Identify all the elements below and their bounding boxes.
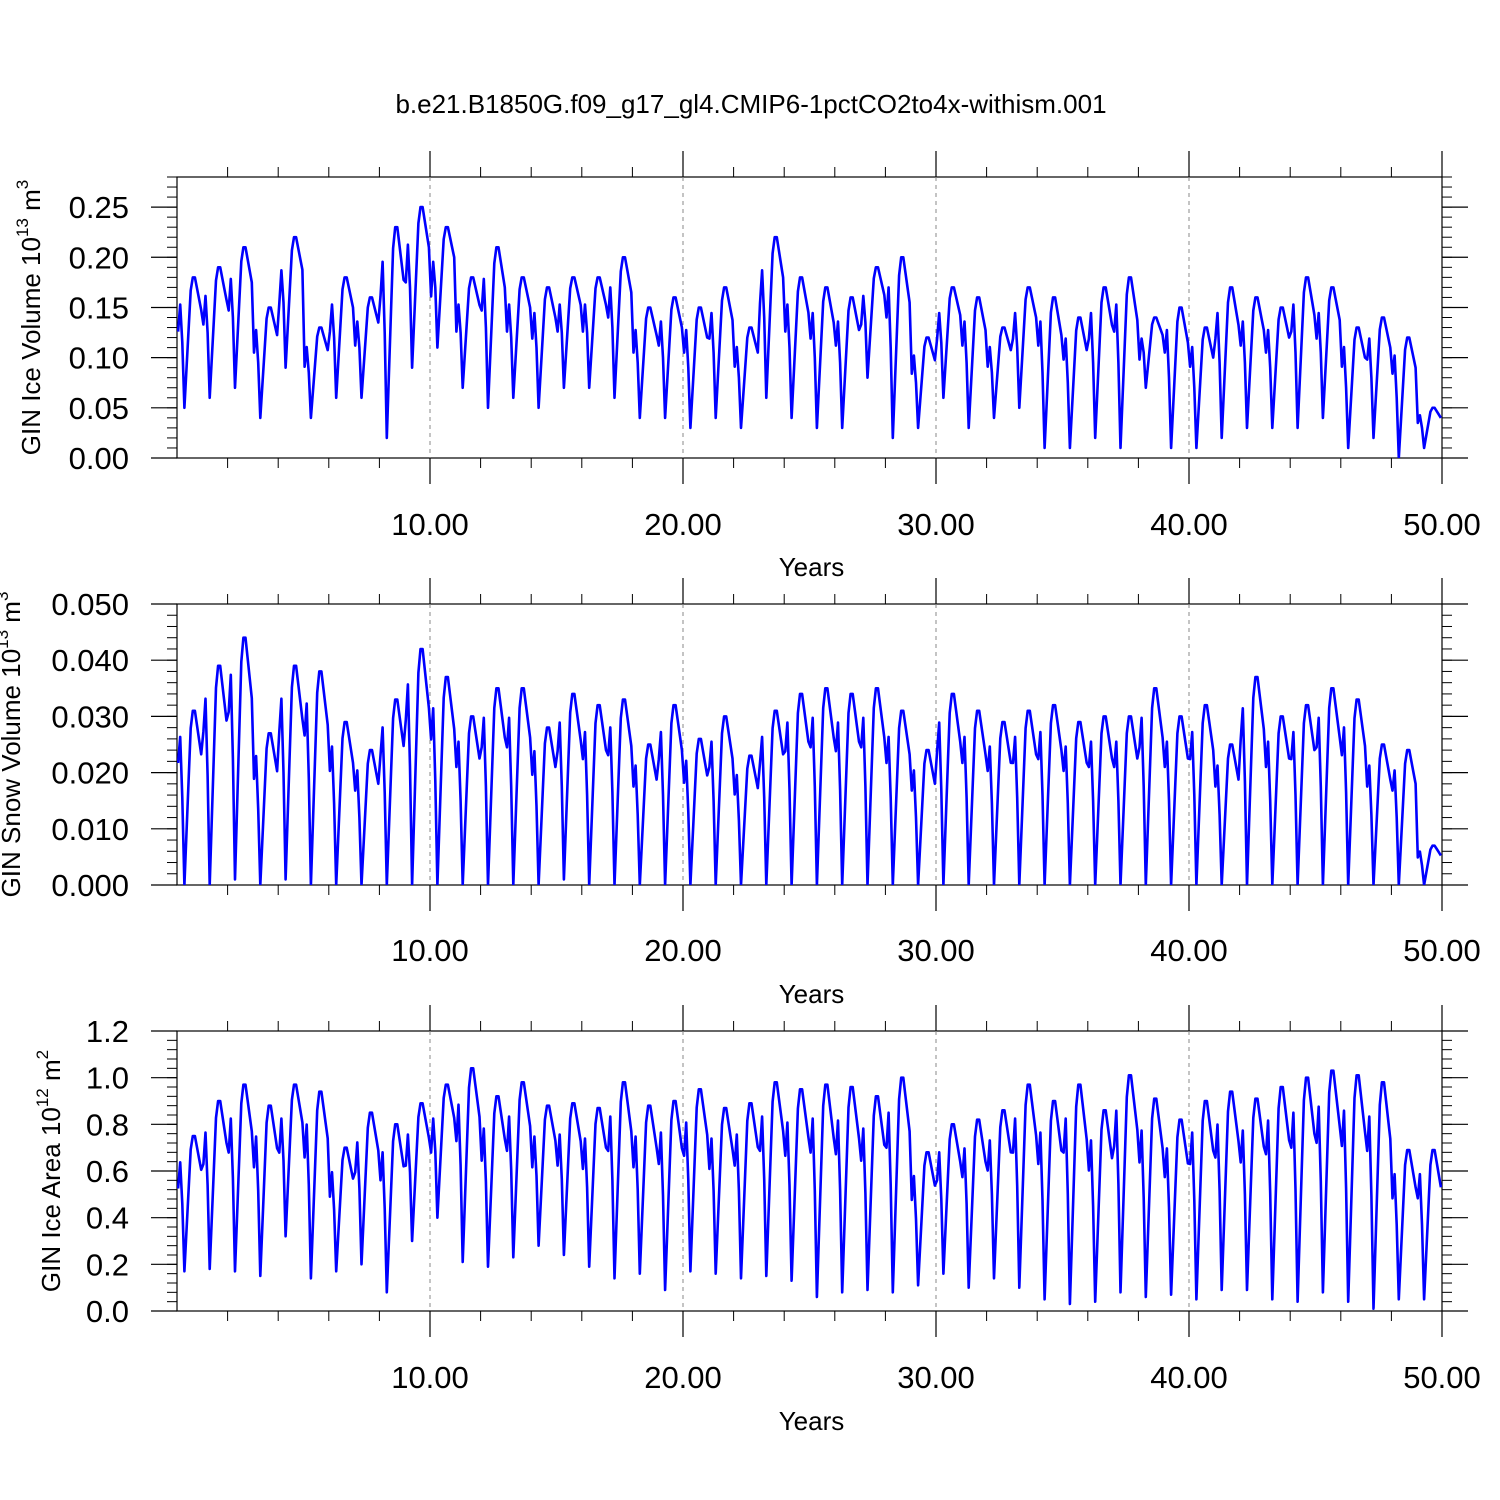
y-label-text: GIN Snow Volume 10 — [0, 649, 26, 898]
x-axis-label: Years — [779, 979, 845, 1009]
y-label-unit: m — [0, 601, 26, 630]
y-tick-label: 1.2 — [86, 1014, 129, 1049]
x-axis-label: Years — [779, 1406, 845, 1436]
x-tick-label: 40.00 — [1150, 1360, 1228, 1395]
y-tick-label: 0.00 — [69, 441, 129, 476]
panel-3: 10.00 20.00 30.00 40.00 50.00 0.0 0.2 0.4 0.6 0.8… — [33, 1005, 1481, 1436]
y-tick-label: 0.15 — [69, 290, 129, 325]
y-label-unit-exponent: 2 — [33, 1050, 52, 1059]
y-tick-label: 0.05 — [69, 391, 129, 426]
series-line — [177, 205, 1442, 458]
y-tick-label: 0.030 — [51, 699, 129, 734]
y-label-unit-exponent: 3 — [13, 180, 32, 189]
x-tick-label: 10.00 — [391, 507, 469, 542]
y-tick-label: 0.050 — [51, 587, 129, 622]
x-tick-label: 40.00 — [1150, 507, 1228, 542]
y-tick-label: 0.20 — [69, 240, 129, 275]
series-line — [177, 1067, 1442, 1310]
y-axis-label: GIN Snow Volume 1013 m3 — [0, 592, 26, 898]
panel-1: 10.00 20.00 30.00 40.00 50.00 0.00 0.05 0.10 0.1… — [13, 151, 1481, 582]
x-tick-label: 50.00 — [1403, 933, 1481, 968]
x-axis-label: Years — [779, 552, 845, 582]
y-tick-label: 0.10 — [69, 341, 129, 376]
y-axis-label: GIN Ice Area 1012 m2 — [33, 1050, 66, 1292]
series-line — [177, 636, 1442, 885]
y-label-unit: m — [16, 189, 46, 218]
y-label-exponent: 12 — [33, 1088, 52, 1107]
x-tick-label: 50.00 — [1403, 1360, 1481, 1395]
x-tick-label: 20.00 — [644, 507, 722, 542]
y-tick-label: 0.000 — [51, 868, 129, 903]
y-tick-label: 0.020 — [51, 756, 129, 791]
figure-title: b.e21.B1850G.f09_g17_gl4.CMIP6-1pctCO2to… — [395, 89, 1106, 119]
y-tick-label: 1.0 — [86, 1061, 129, 1096]
x-tick-label: 10.00 — [391, 1360, 469, 1395]
x-tick-label: 40.00 — [1150, 933, 1228, 968]
x-tick-label: 20.00 — [644, 1360, 722, 1395]
y-tick-label: 0.6 — [86, 1154, 129, 1189]
panel-2: 10.00 20.00 30.00 40.00 50.00 0.000 0.010 0.020… — [0, 578, 1481, 1009]
y-tick-label: 0.010 — [51, 812, 129, 847]
x-tick-label: 10.00 — [391, 933, 469, 968]
y-tick-label: 0.040 — [51, 643, 129, 678]
x-tick-label: 20.00 — [644, 933, 722, 968]
y-label-unit: m — [36, 1059, 66, 1088]
x-tick-label: 50.00 — [1403, 507, 1481, 542]
x-tick-label: 30.00 — [897, 507, 975, 542]
y-tick-label: 0.25 — [69, 190, 129, 225]
y-label-text: GIN Ice Volume 10 — [16, 237, 46, 455]
y-label-exponent: 13 — [13, 218, 32, 237]
x-tick-label: 30.00 — [897, 1360, 975, 1395]
y-tick-label: 0.0 — [86, 1294, 129, 1329]
plot-frame — [176, 603, 1443, 886]
x-tick-label: 30.00 — [897, 933, 975, 968]
y-tick-label: 0.4 — [86, 1201, 129, 1236]
y-label-unit-exponent: 3 — [0, 592, 12, 601]
y-tick-label: 0.8 — [86, 1107, 129, 1142]
y-axis-label: GIN Ice Volume 1013 m3 — [13, 180, 46, 456]
y-tick-label: 0.2 — [86, 1247, 129, 1282]
y-label-text: GIN Ice Area 10 — [36, 1107, 66, 1292]
y-label-exponent: 13 — [0, 630, 12, 649]
panels: 10.00 20.00 30.00 40.00 50.00 0.00 0.05 0.10 0.1… — [0, 151, 1481, 1436]
